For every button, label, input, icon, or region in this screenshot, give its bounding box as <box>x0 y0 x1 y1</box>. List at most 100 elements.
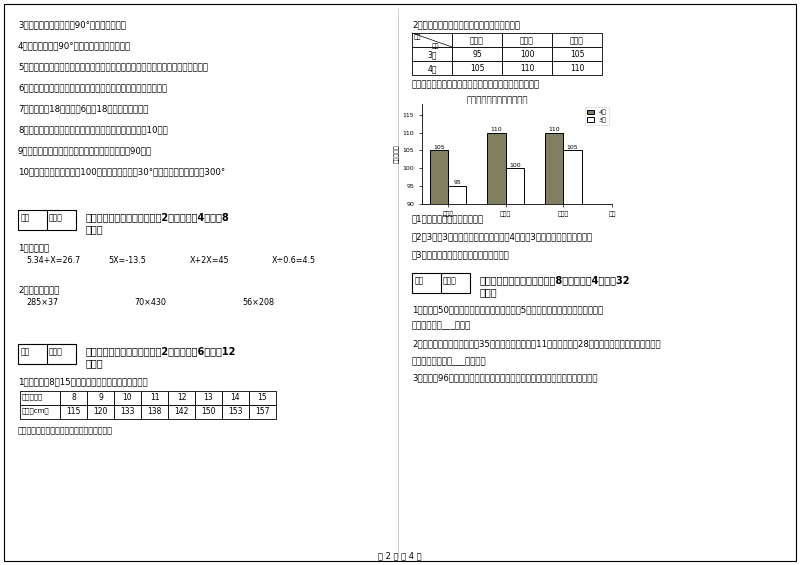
Text: 月份: 月份 <box>414 34 422 40</box>
Text: 年龄（岁）: 年龄（岁） <box>22 393 43 399</box>
Text: 答：一共可栽___棵树。: 答：一共可栽___棵树。 <box>412 321 471 330</box>
Text: 得分: 得分 <box>21 213 30 222</box>
Text: 分）。: 分）。 <box>86 224 104 234</box>
Text: 3月: 3月 <box>427 50 437 59</box>
Text: 12: 12 <box>177 393 186 402</box>
Text: X÷0.6=4.5: X÷0.6=4.5 <box>272 256 316 265</box>
Text: 110: 110 <box>570 64 584 73</box>
Text: 分）。: 分）。 <box>86 358 104 368</box>
Bar <box>222 391 249 405</box>
Text: 六年级: 六年级 <box>570 36 584 45</box>
Text: 138: 138 <box>147 407 162 416</box>
Text: 70×430: 70×430 <box>134 298 166 307</box>
Text: 100: 100 <box>520 50 534 59</box>
Text: 3．（　　）小于、等于90°的角叫做锐角。: 3．（ ）小于、等于90°的角叫做锐角。 <box>18 20 126 29</box>
Text: 四年级: 四年级 <box>470 36 484 45</box>
Text: 157: 157 <box>255 407 270 416</box>
Bar <box>141 391 168 405</box>
Bar <box>20 405 60 419</box>
Bar <box>563 150 582 525</box>
Legend: 4月, 3月: 4月, 3月 <box>585 107 609 125</box>
Text: 110: 110 <box>548 127 560 132</box>
Text: 7．（　　）18的因数有6个，18的倍数有无数个。: 7．（ ）18的因数有6个，18的倍数有无数个。 <box>18 104 148 113</box>
Text: 2．水果超市第一天卖出水果35箱，第二天上午卖出11箱，下午卖出28箱，平均每天卖出多少箱水果？: 2．水果超市第一天卖出水果35箱，第二天上午卖出11箱，下午卖出28箱，平均每天… <box>412 339 661 348</box>
Text: 身高（cm）: 身高（cm） <box>22 407 50 414</box>
Text: 年级: 年级 <box>432 43 439 49</box>
Text: 5．（　　）一个三角形中，最大的角是锐角，那么这个三角形一定是锐角三角形。: 5．（ ）一个三角形中，最大的角是锐角，那么这个三角形一定是锐角三角形。 <box>18 62 208 71</box>
Text: 15: 15 <box>258 393 267 402</box>
Text: 8: 8 <box>71 393 76 402</box>
Bar <box>552 61 602 75</box>
Bar <box>249 391 276 405</box>
Text: 11: 11 <box>150 393 159 402</box>
Text: 得分: 得分 <box>21 347 30 356</box>
Text: 2．用竖式计算。: 2．用竖式计算。 <box>18 285 59 294</box>
Text: 评卷人: 评卷人 <box>49 347 63 356</box>
Text: 评卷人: 评卷人 <box>49 213 63 222</box>
Text: 1．在相距50米的两棵桃之间栽一排树，每隔5米栽一棵树，一共可栽多少棵树？: 1．在相距50米的两棵桃之间栽一排树，每隔5米栽一棵树，一共可栽多少棵树？ <box>412 305 603 314</box>
Text: 14: 14 <box>230 393 240 402</box>
Text: 100: 100 <box>509 163 521 168</box>
Bar <box>18 210 76 230</box>
Bar <box>412 61 452 75</box>
Text: 五年级: 五年级 <box>520 36 534 45</box>
Y-axis label: 数量（棵）: 数量（棵） <box>394 145 400 163</box>
Text: 评卷人: 评卷人 <box>443 276 457 285</box>
Bar <box>545 133 563 525</box>
Text: 285×37: 285×37 <box>26 298 58 307</box>
Text: 四、看清题目，细心计算（共2小题，每题4分，共8: 四、看清题目，细心计算（共2小题，每题4分，共8 <box>86 212 230 222</box>
Text: 105: 105 <box>570 50 584 59</box>
Text: 4．（　　）大于90°小于平角的角叫做钝角。: 4．（ ）大于90°小于平角的角叫做钝角。 <box>18 41 131 50</box>
Text: 110: 110 <box>490 127 502 132</box>
Bar <box>412 47 452 61</box>
Text: 110: 110 <box>520 64 534 73</box>
Bar <box>18 344 76 364</box>
Text: 4月: 4月 <box>427 64 437 73</box>
Bar <box>20 391 60 405</box>
Bar <box>452 47 502 61</box>
Bar <box>60 405 87 419</box>
Text: 答：平均每天卖出___箱水果。: 答：平均每天卖出___箱水果。 <box>412 357 486 366</box>
Bar <box>60 391 87 405</box>
Text: 120: 120 <box>94 407 108 416</box>
Text: 1．小美在她8到15岁每年的生日测得的身高如下表。: 1．小美在她8到15岁每年的生日测得的身高如下表。 <box>18 377 148 386</box>
Bar <box>87 405 114 419</box>
Text: 六、应用知识，解决问题（共8小题，每题4分，共32: 六、应用知识，解决问题（共8小题，每题4分，共32 <box>480 275 630 285</box>
Bar <box>412 33 452 47</box>
Text: 6．（　　）角的大小跟边的长短无关，跟两边叉开的大小有关。: 6．（ ）角的大小跟边的长短无关，跟两边叉开的大小有关。 <box>18 83 167 92</box>
Text: 2．下面是某小学三个年级植树情况的统计表。: 2．下面是某小学三个年级植树情况的统计表。 <box>412 20 520 29</box>
Text: 13: 13 <box>204 393 214 402</box>
Text: 142: 142 <box>174 407 189 416</box>
Bar <box>168 405 195 419</box>
Text: 105: 105 <box>470 64 484 73</box>
Text: 3．货场有96吨煤，现有三种不同载重量的卡车，用哪一种卡车正好可以装完？: 3．货场有96吨煤，现有三种不同载重量的卡车，用哪一种卡车正好可以装完？ <box>412 373 598 382</box>
Bar <box>502 61 552 75</box>
Bar <box>195 405 222 419</box>
Text: 根据上面的统计表，完成下面的折线统计图。: 根据上面的统计表，完成下面的折线统计图。 <box>18 426 113 435</box>
Bar <box>506 168 524 525</box>
Bar <box>141 405 168 419</box>
Bar <box>448 186 466 525</box>
Text: X+2X=45: X+2X=45 <box>190 256 230 265</box>
Text: 1．解方程：: 1．解方程： <box>18 243 49 252</box>
Bar <box>487 133 506 525</box>
Bar <box>552 47 602 61</box>
Text: 8．（　　）一个一位小数，去掉小数点后，比原来增加10倍。: 8．（ ）一个一位小数，去掉小数点后，比原来增加10倍。 <box>18 125 168 134</box>
Text: （1）哪个年级春季植树最多？: （1）哪个年级春季植树最多？ <box>412 214 484 223</box>
Bar <box>114 391 141 405</box>
Text: 根据统计表信息完成下面的统计图，并回答下面的问题。: 根据统计表信息完成下面的统计图，并回答下面的问题。 <box>412 80 540 89</box>
Text: 5X=-13.5: 5X=-13.5 <box>108 256 146 265</box>
Bar <box>412 273 470 293</box>
Bar <box>430 150 448 525</box>
Text: 某小学春季植树情况统计图: 某小学春季植树情况统计图 <box>467 96 529 105</box>
Bar <box>249 405 276 419</box>
Text: 95: 95 <box>454 180 461 185</box>
Text: 10: 10 <box>122 393 132 402</box>
Text: 150: 150 <box>202 407 216 416</box>
Bar <box>87 391 114 405</box>
Text: 5.34+X=26.7: 5.34+X=26.7 <box>26 256 80 265</box>
Bar <box>452 61 502 75</box>
Bar <box>502 47 552 61</box>
Text: （3）还能提出哪些问题？试着解决一下。: （3）还能提出哪些问题？试着解决一下。 <box>412 250 510 259</box>
Bar <box>222 405 249 419</box>
